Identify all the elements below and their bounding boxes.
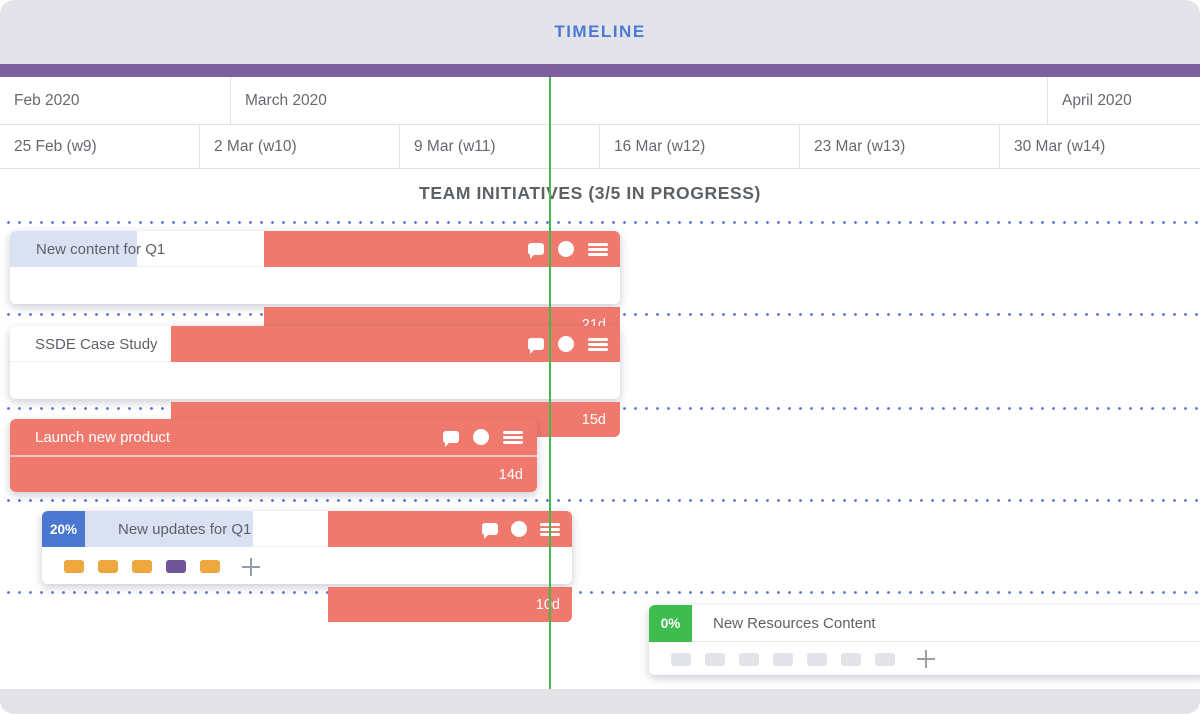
task-duration-row: 14d [10,457,537,492]
row-separator [0,499,1200,502]
today-line [549,77,551,689]
week-header-row: 25 Feb (w9) 2 Mar (w10) 9 Mar (w11) 16 M… [0,125,1200,169]
month-label: Feb 2020 [14,91,80,109]
task-card-new-updates-for-q1[interactable]: 20% New updates for Q1 10d [42,511,572,622]
subtask-swatch[interactable] [739,652,759,666]
menu-icon[interactable] [503,430,523,444]
task-name: New content for Q1 [36,240,166,258]
task-header-row: New content for Q1 [10,231,620,267]
task-header-row: SSDE Case Study [10,326,620,362]
week-label: 25 Feb (w9) [14,137,97,155]
bottom-strip [0,689,1200,714]
section-title: TEAM INITIATIVES (3/5 IN PROGRESS) [419,183,761,203]
task-header-row: 20% New updates for Q1 [42,511,572,547]
subtask-swatch[interactable] [875,652,895,666]
label-highlight [10,231,137,267]
comment-icon[interactable] [528,243,544,259]
subtask-swatch[interactable] [705,652,725,666]
menu-icon[interactable] [588,337,608,351]
menu-icon[interactable] [588,242,608,256]
week-cell-w10: 2 Mar (w10) [200,125,400,169]
bar-divider [10,455,537,457]
month-label: March 2020 [245,91,327,109]
duration-label: 10d [535,596,560,613]
status-circle-icon[interactable] [473,429,489,445]
duration-bar[interactable]: 10d [328,587,572,622]
task-name: Launch new product [35,428,171,446]
task-subtask-row [649,643,1200,675]
status-circle-icon[interactable] [511,521,527,537]
week-cell-w12: 16 Mar (w12) [600,125,800,169]
progress-badge[interactable]: 20% [42,511,85,547]
week-label: 2 Mar (w10) [214,137,297,155]
label-highlight [85,511,253,547]
page-title: TIMELINE [554,22,646,41]
row-separator [0,591,1200,594]
month-header-row: Feb 2020 March 2020 April 2020 [0,77,1200,125]
subtask-swatch[interactable] [807,652,827,666]
subtask-swatch[interactable] [64,560,84,573]
week-label: 23 Mar (w13) [814,137,906,155]
row-separator [0,221,1200,224]
task-bar[interactable] [328,511,572,547]
duration-label: 14d [498,466,523,483]
month-cell-feb: Feb 2020 [0,77,231,125]
subtask-swatch[interactable] [200,560,220,573]
task-card-new-resources-content[interactable]: 0% New Resources Content [649,605,1200,675]
task-duration-row: 15d [10,364,620,437]
month-label: April 2020 [1062,91,1132,109]
comment-icon[interactable] [443,431,459,447]
month-cell-april: April 2020 [1048,77,1200,125]
add-subtask-icon[interactable] [242,557,260,576]
week-label: 9 Mar (w11) [414,137,496,155]
subtask-swatch[interactable] [773,652,793,666]
add-subtask-icon[interactable] [917,650,935,668]
task-duration-row: 21d [10,269,620,342]
task-card-launch-new-product[interactable]: Launch new product 14d [10,419,537,492]
progress-badge[interactable]: 0% [649,605,692,642]
comment-icon[interactable] [528,338,544,354]
task-subtask-row: 10d [42,549,572,622]
task-card-ssde-case-study[interactable]: SSDE Case Study 15d [10,326,620,437]
subtask-swatch[interactable] [671,652,691,666]
subtask-swatch[interactable] [98,560,118,573]
month-cell-march: March 2020 [231,77,1048,125]
comment-icon[interactable] [482,523,498,539]
subtask-swatch[interactable] [841,652,861,666]
task-name: SSDE Case Study [35,335,158,353]
task-bar[interactable] [171,326,620,362]
status-circle-icon[interactable] [558,336,574,352]
task-name: New Resources Content [713,615,876,632]
week-cell-w9: 25 Feb (w9) [0,125,200,169]
accent-bar [0,64,1200,77]
task-header-row: Launch new product [10,419,537,455]
titlebar: TIMELINE [0,0,1200,64]
subtask-swatch[interactable] [166,560,186,573]
subtask-swatch[interactable] [132,560,152,573]
task-card-new-content-for-q1[interactable]: New content for Q1 21d [10,231,620,342]
week-label: 16 Mar (w12) [614,137,706,155]
status-circle-icon[interactable] [558,241,574,257]
week-cell-w11: 9 Mar (w11) [400,125,600,169]
duration-label: 15d [581,411,606,428]
task-bar[interactable] [264,231,620,267]
subtask-swatches [671,643,935,675]
subtask-swatches [64,549,260,584]
week-cell-w14: 30 Mar (w14) [1000,125,1200,169]
task-header-row: 0% New Resources Content [649,605,1200,642]
week-cell-w13: 23 Mar (w13) [800,125,1000,169]
week-label: 30 Mar (w14) [1014,137,1106,155]
task-name: New updates for Q1 [118,520,252,538]
